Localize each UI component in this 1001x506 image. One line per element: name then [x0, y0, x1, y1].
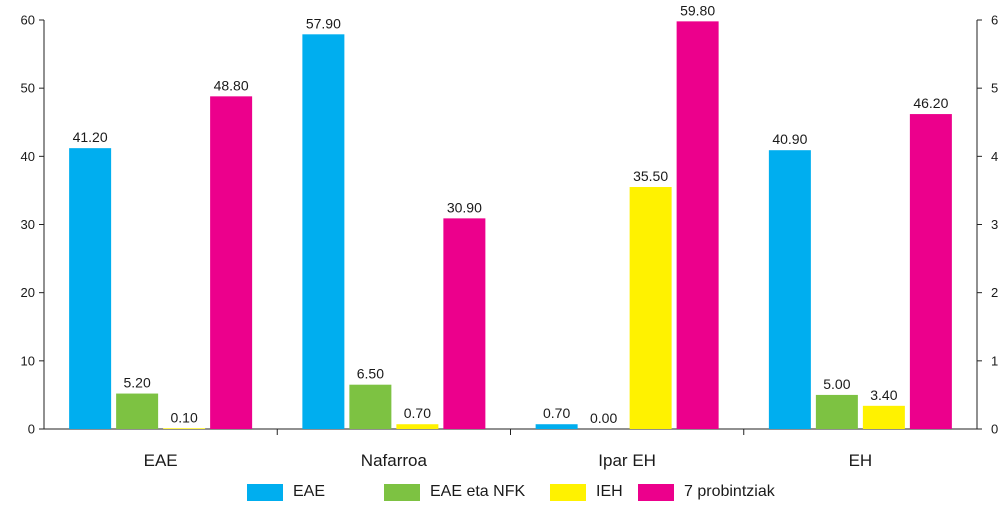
- legend-label: 7 probintziak: [684, 483, 775, 500]
- legend-swatch: [550, 483, 586, 501]
- legend-item: EAE: [247, 479, 325, 505]
- bar: [302, 34, 345, 429]
- bar: [210, 96, 253, 429]
- right-tick-label: 2: [991, 285, 998, 300]
- bar: [909, 114, 952, 429]
- bar: [163, 428, 206, 429]
- right-tick-label: 0: [991, 422, 998, 437]
- data-label: 40.90: [772, 131, 807, 147]
- data-label: 0.70: [404, 405, 431, 421]
- legend-item: EAE eta NFK: [384, 479, 525, 505]
- legend-swatch: [384, 483, 420, 501]
- x-category-label: Nafarroa: [361, 451, 428, 470]
- legend-swatch: [247, 483, 283, 501]
- bar: [349, 384, 392, 429]
- bar: [116, 393, 159, 429]
- data-label: 6.50: [357, 366, 384, 382]
- data-label: 5.00: [823, 376, 850, 392]
- y-tick-label: 20: [21, 285, 35, 300]
- legend-label: IEH: [596, 483, 623, 500]
- bar: [629, 187, 672, 429]
- legend-item: 7 probintziak: [638, 479, 775, 505]
- data-label: 46.20: [913, 95, 948, 111]
- y-tick-label: 10: [21, 353, 35, 368]
- bar: [443, 218, 486, 429]
- bar: [676, 21, 719, 429]
- x-category-label: Ipar EH: [598, 451, 656, 470]
- data-label: 0.70: [543, 405, 570, 421]
- right-tick-label: 1: [991, 353, 998, 368]
- bar-chart: 0 10 20 30 40 50 60 0 1 2 3 4 5 6 41.20 5.20 0.10 48.80 EA…: [21, 2, 999, 470]
- data-label: 59.80: [680, 2, 715, 18]
- x-category-label: EH: [849, 451, 873, 470]
- data-label: 3.40: [870, 387, 897, 403]
- legend: EAE EAE eta NFK IEH 7 probintziak: [0, 479, 1001, 505]
- bar: [768, 150, 811, 429]
- legend-label: EAE: [293, 483, 326, 500]
- bar: [815, 394, 858, 429]
- data-label: 0.00: [590, 410, 617, 426]
- y-tick-label: 50: [21, 81, 35, 96]
- right-tick-label: 6: [991, 13, 998, 28]
- bar: [862, 405, 905, 429]
- right-tick-label: 4: [991, 149, 998, 164]
- y-tick-label: 30: [21, 217, 35, 232]
- bar: [69, 148, 112, 430]
- y-tick-label: 0: [28, 422, 35, 437]
- right-tick-label: 3: [991, 217, 998, 232]
- y-tick-label: 60: [21, 13, 35, 28]
- right-tick-label: 5: [991, 81, 998, 96]
- data-label: 57.90: [306, 15, 341, 31]
- data-label: 30.90: [447, 199, 482, 215]
- data-label: 35.50: [633, 168, 668, 184]
- data-label: 41.20: [73, 129, 108, 145]
- legend-label: EAE eta NFK: [430, 483, 526, 500]
- data-label: 0.10: [171, 409, 198, 425]
- y-tick-label: 40: [21, 149, 35, 164]
- bar: [535, 424, 578, 429]
- data-label: 5.20: [124, 375, 151, 391]
- legend-item: IEH: [550, 479, 623, 505]
- x-category-label: EAE: [144, 451, 178, 470]
- bar: [396, 424, 439, 429]
- data-label: 48.80: [214, 77, 249, 93]
- legend-swatch: [638, 483, 674, 501]
